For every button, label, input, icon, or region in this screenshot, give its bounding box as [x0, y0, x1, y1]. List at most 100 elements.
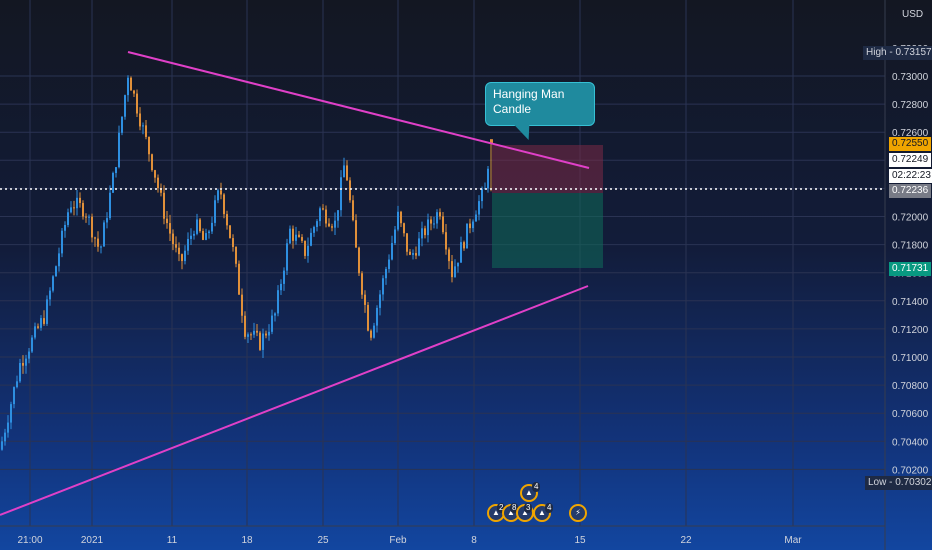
candle-body — [331, 226, 333, 228]
candle-body — [58, 253, 60, 267]
candle-body — [448, 249, 450, 262]
candle-body — [160, 188, 162, 193]
candle-body — [409, 251, 411, 255]
candle-body — [265, 333, 267, 336]
candle-body — [115, 167, 117, 173]
candlestick-series — [1, 75, 493, 451]
time-tick-label: 15 — [574, 535, 586, 546]
candle-body — [289, 228, 291, 244]
candle-body — [418, 238, 420, 256]
time-tick-label: 8 — [471, 535, 477, 546]
candle-body — [469, 223, 471, 229]
candle-body — [157, 177, 159, 189]
hanging-man-annotation[interactable]: Hanging Man Candle — [485, 82, 595, 126]
candle-body — [223, 194, 225, 215]
candle-body — [319, 208, 321, 222]
candle-body — [34, 326, 36, 338]
time-tick-label: 2021 — [81, 535, 104, 546]
candle-body — [427, 219, 429, 236]
candle-body — [379, 294, 381, 308]
candle-body — [238, 263, 240, 295]
candle-body — [199, 219, 201, 232]
candle-body — [244, 315, 246, 337]
candle-body — [97, 238, 99, 247]
candle-body — [340, 177, 342, 211]
candle-body — [439, 212, 441, 217]
candle-body — [70, 207, 72, 213]
candle-body — [148, 136, 150, 155]
candle-body — [337, 210, 339, 221]
countdown-label: 02:22:23 — [889, 169, 932, 183]
high-value: 0.73157 — [895, 47, 932, 58]
candle-body — [19, 363, 21, 382]
high-label: High — [866, 47, 887, 58]
candle-body — [373, 325, 375, 338]
candle-body — [277, 290, 279, 314]
candle-body — [352, 200, 354, 221]
candle-body — [268, 331, 270, 336]
candle-body — [397, 211, 399, 230]
flash-event-icon[interactable]: ⚡ — [569, 504, 587, 522]
candle-body — [16, 381, 18, 388]
candle-body — [361, 273, 363, 295]
candle-body — [298, 234, 300, 238]
candle-body — [1, 441, 3, 450]
candle-body — [4, 432, 6, 442]
currency-label[interactable]: USD — [902, 9, 924, 20]
candle-body — [472, 221, 474, 229]
candle-body — [487, 168, 489, 189]
price-tick-label: 0.70800 — [892, 381, 929, 392]
candle-body — [127, 77, 129, 96]
risk-zone — [492, 145, 603, 193]
candle-body — [334, 220, 336, 228]
candle-body — [151, 154, 153, 171]
candle-body — [130, 77, 132, 91]
candle-body — [349, 180, 351, 201]
candle-body — [217, 190, 219, 201]
candle-body — [274, 313, 276, 316]
price-tick-label: 0.72800 — [892, 100, 929, 111]
candle-body — [259, 332, 261, 350]
candle-body — [136, 93, 138, 114]
event-count-badge: 4 — [532, 482, 541, 492]
target-price-label: 0.72550 — [889, 137, 932, 151]
candle-body — [358, 247, 360, 274]
stop-price-label: 0.71731 — [889, 262, 932, 276]
candle-body — [388, 259, 390, 269]
candle-body — [43, 318, 45, 324]
candle-body — [235, 247, 237, 264]
candle-body — [214, 200, 216, 223]
candle-body — [202, 231, 204, 240]
candle-body — [106, 218, 108, 223]
candle-body — [100, 246, 102, 248]
candle-body — [436, 212, 438, 224]
time-tick-labels: 21:00 2021 11 18 25 Feb 8 15 22 Mar — [17, 535, 802, 546]
candle-body — [10, 404, 12, 423]
candle-body — [91, 216, 93, 238]
candle-body — [466, 223, 468, 249]
dotted-line-price-label: 0.72236 — [889, 184, 932, 198]
price-tick-label: 0.71400 — [892, 297, 929, 308]
price-tick-label: 0.72000 — [892, 213, 929, 224]
candle-body — [292, 228, 294, 241]
candle-body — [226, 214, 228, 226]
candle-body — [193, 233, 195, 236]
price-tick-label: 0.71200 — [892, 325, 929, 336]
candle-body — [322, 208, 324, 210]
candle-body — [403, 223, 405, 234]
candle-body — [46, 299, 48, 324]
hanging-man-body — [490, 139, 493, 144]
candle-body — [478, 201, 480, 215]
candle-body — [382, 278, 384, 295]
candle-body — [247, 334, 249, 337]
candle-body — [394, 229, 396, 244]
candle-body — [370, 330, 372, 338]
time-tick-label: Feb — [389, 535, 407, 546]
candle-body — [232, 238, 234, 248]
candle-body — [310, 232, 312, 246]
candle-body — [208, 231, 210, 234]
candle-body — [286, 243, 288, 271]
candle-body — [7, 422, 9, 433]
